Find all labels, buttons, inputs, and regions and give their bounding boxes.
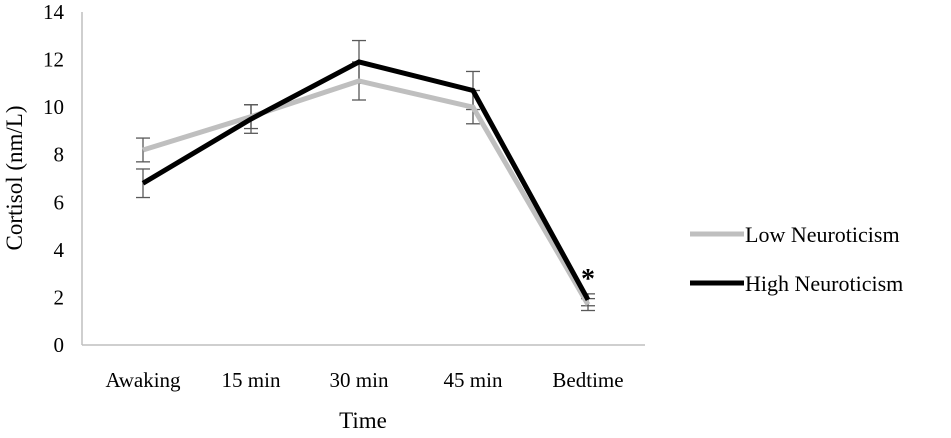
series-lines: [141, 59, 591, 306]
y-tick-label: 2: [54, 285, 65, 309]
x-tick-label: Bedtime: [552, 368, 623, 392]
legend-label-high-neuroticism: High Neuroticism: [745, 271, 903, 296]
y-tick-label: 10: [43, 95, 64, 119]
x-tick-label: Awaking: [105, 368, 181, 392]
high-neuroticism-line: [141, 59, 591, 302]
x-tick-label: 15 min: [222, 368, 281, 392]
low-neuroticism-line: [142, 78, 591, 306]
annotations: *: [581, 264, 595, 295]
y-tick-label: 4: [54, 238, 65, 262]
y-tick-label: 14: [43, 0, 65, 24]
x-tick-label: 30 min: [330, 368, 389, 392]
x-tick-labels: Awaking 15 min 30 min 45 min Bedtime: [105, 368, 623, 392]
legend: Low Neuroticism High Neuroticism: [690, 222, 903, 296]
significance-annotation: *: [581, 264, 595, 295]
y-tick-labels: 0 2 4 6 8 10 12 14: [43, 0, 65, 357]
x-tick-label: 45 min: [444, 368, 503, 392]
legend-label-low-neuroticism: Low Neuroticism: [745, 222, 900, 247]
y-tick-label: 6: [54, 190, 65, 214]
y-tick-label: 0: [54, 333, 65, 357]
x-axis-title: Time: [339, 408, 387, 433]
y-tick-label: 12: [43, 48, 64, 72]
y-tick-label: 8: [54, 143, 65, 167]
y-axis-title: Cortisol (nm/L): [2, 105, 27, 250]
